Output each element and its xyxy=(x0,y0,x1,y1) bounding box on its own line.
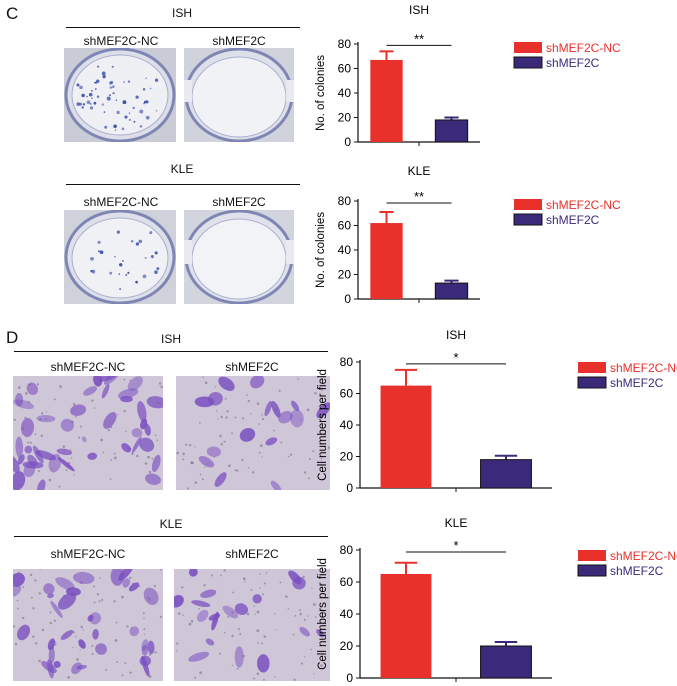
legend-swatch xyxy=(514,42,542,53)
legend-swatch xyxy=(577,376,607,389)
chart-title: KLE xyxy=(445,516,468,530)
legend-label: shMEF2C xyxy=(610,376,664,390)
bar-shmef2c-nc xyxy=(380,574,432,678)
bar-shmef2c xyxy=(434,119,469,143)
legend-label: shMEF2C xyxy=(546,213,600,227)
panel-d-kle-title-rule xyxy=(14,536,328,537)
y-tick-label: 40 xyxy=(340,607,354,621)
y-tick-label: 20 xyxy=(338,268,352,282)
bar-shmef2c-nc xyxy=(370,59,403,142)
y-tick-label: 60 xyxy=(340,387,354,401)
panel-c-kle-label-sh: shMEF2C xyxy=(212,195,266,209)
legend-label: shMEF2C-NC xyxy=(610,549,677,563)
y-axis-label: No. of colonies xyxy=(315,212,327,288)
legend-swatch xyxy=(513,213,543,226)
panel-d-ish-image-title: ISH xyxy=(160,332,181,346)
y-tick-label: 0 xyxy=(346,481,353,495)
y-tick-label: 80 xyxy=(338,194,352,208)
legend-swatch xyxy=(513,56,543,69)
bar-chart-migration-ish: ISH 0 20 40 60 80 Cell numbers per field * shMEF… xyxy=(317,328,677,495)
y-tick-label: 40 xyxy=(338,86,352,100)
y-tick-label: 0 xyxy=(344,292,351,306)
legend-label: shMEF2C-NC xyxy=(546,41,621,55)
significance-marker: ** xyxy=(414,189,424,204)
y-tick-label: 20 xyxy=(338,111,352,125)
legend-label: shMEF2C-NC xyxy=(546,198,621,212)
legend-swatch xyxy=(578,362,606,373)
panel-c-kle-title-rule xyxy=(66,184,300,185)
bar-chart-colonies-ish: ISH 0 20 40 60 80 No. of colonies ** shMEF2C-NCs… xyxy=(315,3,621,149)
bar-shmef2c xyxy=(434,282,469,300)
bar-chart-migration-kle: KLE 0 20 40 60 80 Cell numbers per field * shMEF… xyxy=(317,516,677,685)
panel-d-ish-title-rule xyxy=(14,351,328,352)
bar-shmef2c-nc xyxy=(370,223,403,299)
y-tick-label: 0 xyxy=(346,671,353,685)
y-tick-label: 80 xyxy=(340,543,354,557)
panel-d-kle-image-title: KLE xyxy=(159,517,183,531)
migration-field-photo-ish-nc xyxy=(13,376,163,490)
y-tick-label: 20 xyxy=(340,639,354,653)
panel-d-kle-label-nc: shMEF2C-NC xyxy=(50,547,126,561)
y-tick-label: 60 xyxy=(338,62,352,76)
panel-c-ish-image-title: ISH xyxy=(171,6,192,20)
significance-marker: ** xyxy=(414,31,424,46)
legend-swatch xyxy=(578,550,606,561)
chart-title: ISH xyxy=(409,3,429,17)
panel-d-kle-label-sh: shMEF2C xyxy=(225,547,279,561)
bar-shmef2c xyxy=(480,459,532,489)
y-axis-label: Cell numbers per field xyxy=(317,558,329,670)
significance-marker: * xyxy=(453,350,458,365)
y-tick-label: 80 xyxy=(340,355,354,369)
bar-chart-colonies-kle: KLE 0 20 40 60 80 No. of colonies ** shMEF2C-NCs… xyxy=(315,164,621,306)
colony-dish-photo-kle-nc xyxy=(64,210,176,304)
panel-letter-c: C xyxy=(6,4,19,23)
y-axis-label: Cell numbers per field xyxy=(317,369,329,481)
panel-c-ish-title-rule xyxy=(66,27,300,28)
y-tick-label: 0 xyxy=(344,135,351,149)
panel-letter-d: D xyxy=(6,328,19,347)
colony-dish-photo-kle-sh xyxy=(184,210,294,304)
y-tick-label: 40 xyxy=(338,243,352,257)
colony-dish-photo-ish-nc xyxy=(64,48,176,142)
y-tick-label: 40 xyxy=(340,418,354,432)
legend-swatch xyxy=(577,564,607,577)
panel-c-ish-label-nc: shMEF2C-NC xyxy=(83,34,159,48)
chart-title: ISH xyxy=(446,328,466,342)
panel-c-kle-image-title: KLE xyxy=(170,162,194,176)
y-tick-label: 20 xyxy=(340,450,354,464)
migration-field-photo-kle-sh xyxy=(174,569,330,681)
panel-c-kle-label-nc: shMEF2C-NC xyxy=(83,195,159,209)
y-tick-label: 60 xyxy=(338,219,352,233)
chart-title: KLE xyxy=(408,164,431,178)
migration-field-photo-ish-sh xyxy=(176,376,330,490)
migration-field-photo-kle-nc xyxy=(13,569,163,681)
legend-label: shMEF2C xyxy=(610,564,664,578)
legend-label: shMEF2C xyxy=(546,56,600,70)
y-tick-label: 60 xyxy=(340,575,354,589)
y-tick-label: 80 xyxy=(338,37,352,51)
legend-label: shMEF2C-NC xyxy=(610,361,677,375)
significance-marker: * xyxy=(453,538,458,553)
panel-c-ish-label-sh: shMEF2C xyxy=(212,34,266,48)
bar-shmef2c-nc xyxy=(380,385,432,488)
panel-d-ish-label-nc: shMEF2C-NC xyxy=(50,360,126,374)
colony-dish-photo-ish-sh xyxy=(184,48,294,142)
bar-shmef2c xyxy=(480,645,532,679)
legend-swatch xyxy=(514,199,542,210)
y-axis-label: No. of colonies xyxy=(315,55,327,131)
panel-d-ish-label-sh: shMEF2C xyxy=(225,360,279,374)
